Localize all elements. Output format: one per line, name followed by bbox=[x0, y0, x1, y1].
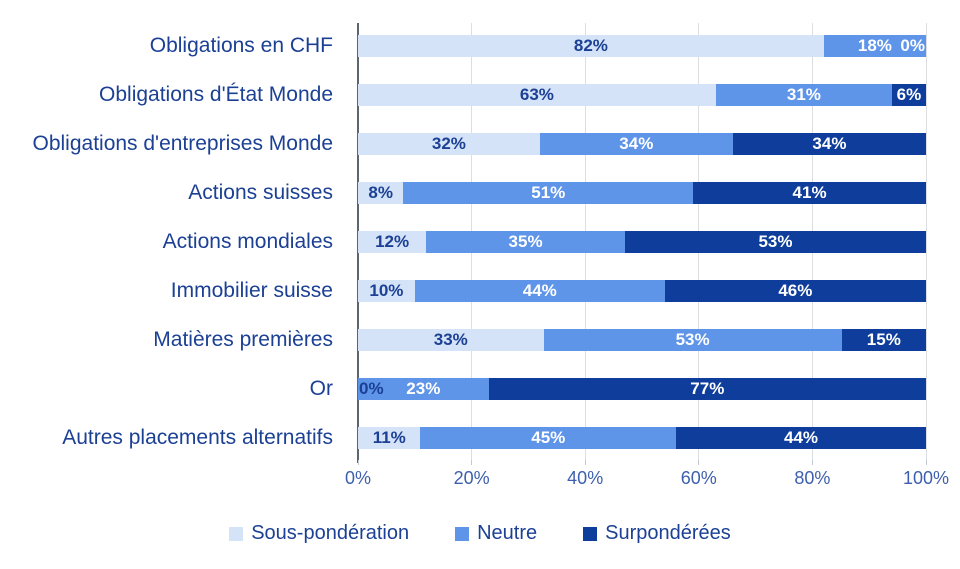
value-label: 51% bbox=[531, 183, 566, 202]
bar-row: 12% 35% 53% bbox=[358, 231, 926, 253]
bar-segment bbox=[414, 280, 665, 302]
legend-item-neutre: Neutre bbox=[455, 522, 537, 545]
axis-tick bbox=[698, 460, 700, 465]
category-label: Or bbox=[309, 377, 333, 400]
x-axis-tick-label: 60% bbox=[680, 468, 717, 488]
value-label: 44% bbox=[522, 281, 557, 300]
value-label: 53% bbox=[675, 330, 710, 349]
value-label: 18% bbox=[857, 36, 892, 55]
bar-segment bbox=[358, 84, 716, 106]
bar-segment bbox=[358, 182, 404, 204]
legend-label: Surpondérées bbox=[605, 522, 731, 544]
bar-row: 63% 31% 6% bbox=[358, 84, 926, 106]
x-axis-tick-label: 80% bbox=[794, 468, 831, 488]
bar-segment bbox=[358, 427, 421, 449]
value-label: 31% bbox=[786, 85, 821, 104]
bar-segment bbox=[891, 84, 926, 106]
value-label: 63% bbox=[519, 85, 554, 104]
legend-swatch-surponderees bbox=[583, 526, 598, 541]
axis-tick bbox=[925, 460, 927, 465]
bar-row: 10% 44% 46% bbox=[358, 280, 926, 302]
axis-tick bbox=[471, 460, 473, 465]
axis-tick bbox=[357, 460, 359, 465]
bar-segment bbox=[823, 35, 926, 57]
value-label: 34% bbox=[619, 134, 654, 153]
bar-segment bbox=[403, 182, 694, 204]
bar-segment bbox=[841, 329, 926, 351]
bar-segment bbox=[358, 280, 415, 302]
value-label: 35% bbox=[508, 232, 543, 251]
value-label: 11% bbox=[372, 428, 406, 447]
bar-segment bbox=[664, 280, 926, 302]
bar-segment bbox=[539, 133, 733, 155]
bar-segment bbox=[358, 35, 824, 57]
bar-segment bbox=[715, 84, 892, 106]
value-label: 8% bbox=[368, 183, 394, 202]
legend-label: Neutre bbox=[477, 522, 538, 544]
value-label: 23% bbox=[406, 379, 441, 398]
category-label: Actions suisses bbox=[188, 181, 333, 204]
value-label: 12% bbox=[375, 232, 410, 251]
value-label: 45% bbox=[531, 428, 566, 447]
value-label: 33% bbox=[433, 330, 468, 349]
category-axis: Obligations en CHF Obligations d'État Mon… bbox=[0, 23, 346, 460]
category-label: Obligations en CHF bbox=[149, 34, 333, 57]
bar-segment bbox=[358, 329, 544, 351]
legend-label: Sous-pondération bbox=[251, 522, 410, 544]
value-label: 0% bbox=[359, 379, 384, 398]
value-label: 32% bbox=[431, 134, 466, 153]
bar-segment bbox=[420, 427, 677, 449]
bar-segment bbox=[624, 231, 926, 253]
legend: Sous-pondération Neutre Surpondérées bbox=[0, 522, 960, 545]
bar-segment bbox=[732, 133, 927, 155]
legend-item-surponderees: Surpondérées bbox=[583, 522, 731, 545]
category-label: Obligations d'entreprises Monde bbox=[32, 132, 333, 155]
bar-segment bbox=[426, 231, 625, 253]
gridline bbox=[925, 23, 927, 462]
category-label: Actions mondiales bbox=[162, 230, 333, 253]
value-label: 53% bbox=[758, 232, 793, 251]
bar-row: 32% 34% 34% bbox=[358, 133, 927, 155]
bar-segment bbox=[358, 231, 427, 253]
category-label: Autres placements alternatifs bbox=[62, 426, 333, 449]
x-axis-tick-label: 0% bbox=[344, 468, 372, 488]
value-label: 77% bbox=[690, 379, 725, 398]
legend-swatch-sous-ponderation bbox=[229, 526, 244, 541]
legend-swatch-neutre bbox=[455, 526, 470, 541]
category-label: Matières premières bbox=[153, 328, 333, 351]
bar-segment bbox=[358, 378, 489, 400]
x-axis-tick-label: 20% bbox=[453, 468, 490, 488]
x-axis-tick-label: 100% bbox=[902, 468, 950, 488]
value-label: 44% bbox=[784, 428, 819, 447]
value-label: 6% bbox=[896, 85, 922, 104]
value-label: 41% bbox=[792, 183, 827, 202]
x-axis-tick-label: 40% bbox=[567, 468, 604, 488]
bar-row: 8% 51% 41% bbox=[358, 182, 926, 204]
bar-segment bbox=[693, 182, 926, 204]
value-label: 34% bbox=[812, 134, 847, 153]
category-label: Obligations d'État Monde bbox=[99, 83, 333, 106]
value-label: 46% bbox=[778, 281, 813, 300]
value-label: 0% bbox=[900, 36, 925, 55]
bar-row: 11% 45% 44% bbox=[358, 427, 926, 449]
bar-segment bbox=[543, 329, 842, 351]
bar-segment bbox=[488, 378, 926, 400]
legend-item-sous-ponderation: Sous-pondération bbox=[229, 522, 409, 545]
plot-area: 0% 20% 40% 60% 80% 100% 82% 18% 0% 63% 31% 6% 32% 34%… bbox=[345, 23, 949, 488]
axis-tick bbox=[584, 460, 586, 465]
value-label: 82% bbox=[573, 36, 608, 55]
value-label: 15% bbox=[866, 330, 901, 349]
bar-row: 33% 53% 15% bbox=[358, 329, 926, 351]
category-label: Immobilier suisse bbox=[170, 279, 333, 302]
bar-segment bbox=[358, 133, 540, 155]
bar-row: 0% 23% 77% bbox=[358, 378, 926, 400]
axis-tick bbox=[811, 460, 813, 465]
value-label: 10% bbox=[369, 281, 404, 300]
bar-row: 82% 18% 0% bbox=[358, 35, 926, 57]
bar-segment bbox=[676, 427, 926, 449]
